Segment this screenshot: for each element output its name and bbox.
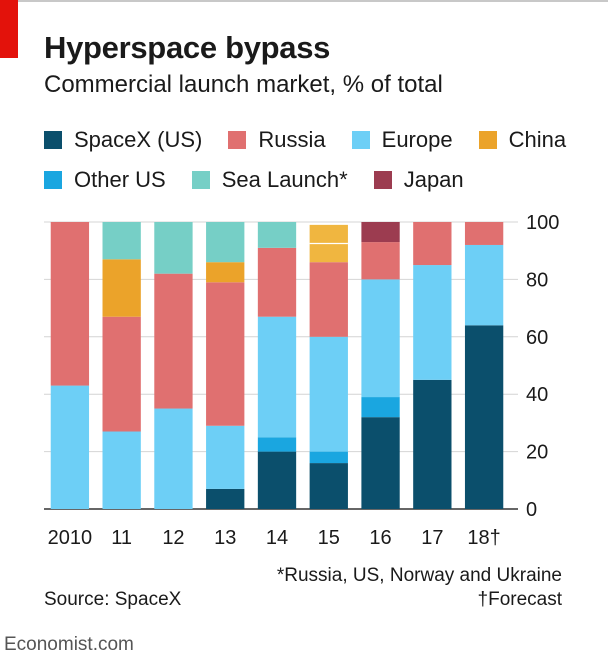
chart-subtitle: Commercial launch market, % of total [44, 71, 443, 98]
top-rule [0, 0, 608, 2]
legend-item-spacex: SpaceX (US) [44, 127, 202, 153]
x-tick-label: 11 [111, 527, 132, 549]
legend-label-europe: Europe [381, 127, 453, 152]
y-tick-label: 60 [526, 327, 548, 349]
legend-item-russia: Russia [228, 127, 326, 153]
bar-segment-russia-18 [464, 222, 504, 245]
bar-segment-russia-17 [413, 222, 452, 266]
bar-segment-europe-14 [257, 316, 297, 438]
legend-label-japan: Japan [403, 167, 464, 192]
legend-swatch-europe [351, 131, 370, 149]
y-tick-label: 20 [526, 442, 548, 464]
bar-segment-other-us-16 [361, 397, 400, 418]
bar-segment-japan-16 [361, 222, 400, 243]
x-tick-label: 13 [214, 527, 236, 549]
x-tick-label: 18† [467, 527, 500, 549]
x-tick-label: 15 [318, 527, 340, 549]
bar-segment-russia-13 [206, 282, 245, 426]
bar-segment-spacex-us-15 [309, 463, 348, 509]
legend-row: SpaceX (US) Russia Europe China [44, 120, 604, 160]
x-tick-label: 12 [162, 527, 184, 549]
bar-segment-europe-12 [154, 408, 193, 509]
legend-swatch-russia [228, 131, 247, 149]
bar-segment-other-us-15 [309, 451, 348, 464]
bar-segment-europe-18 [464, 244, 504, 326]
bar-segment-russia-12 [154, 273, 193, 409]
bar-segment-spacex-us-14 [257, 451, 297, 509]
bar-segment-sea-launch-14 [257, 222, 297, 248]
bar-segment-spacex-us-17 [413, 379, 452, 509]
bar-segment-europe-17 [413, 265, 452, 380]
legend-item-sea-launch: Sea Launch* [191, 167, 348, 193]
brand-wordmark: Economist.com [4, 634, 134, 655]
legend-swatch-china [478, 131, 497, 149]
x-tick-label: 14 [266, 527, 288, 549]
bar-segment-russia-14 [257, 247, 297, 317]
legend-swatch-other-us [44, 171, 62, 189]
legend-label-spacex: SpaceX (US) [74, 127, 203, 152]
legend-label-china: China [508, 127, 567, 152]
chart-title: Hyperspace bypass [44, 30, 331, 65]
footnote-sea-launch: *Russia, US, Norway and Ukraine [276, 565, 562, 586]
bar-segment-sea-launch-12 [154, 222, 193, 274]
bar-segment-other-us-14 [257, 437, 297, 452]
bar-segment-russia-2010 [50, 222, 90, 386]
bar-segment-europe-15 [309, 336, 348, 452]
y-tick-label: 100 [526, 212, 559, 234]
bar-segment-china-11 [102, 259, 141, 317]
legend-item-other-us: Other US [44, 167, 166, 193]
bar-segment-europe-2010 [50, 385, 90, 509]
bar-segment-sea-launch-13 [206, 222, 245, 263]
y-tick-label: 0 [526, 499, 537, 521]
x-tick-label: 17 [421, 527, 443, 549]
bar-segment-spacex-us-16 [361, 417, 400, 509]
source-note: Source: SpaceX [44, 589, 182, 610]
legend-item-china: China [478, 127, 567, 153]
y-tick-label: 80 [526, 269, 548, 291]
x-tick-label: 16 [369, 527, 391, 549]
footnote-forecast: †Forecast [477, 589, 562, 610]
legend-item-japan: Japan [373, 167, 464, 193]
bar-segment-russia-11 [102, 316, 141, 432]
legend-swatch-japan [373, 171, 392, 189]
bar-segment-spacex-us-13 [206, 488, 245, 509]
legend: SpaceX (US) Russia Europe China Other US… [44, 120, 604, 200]
y-tick-label: 40 [526, 384, 548, 406]
legend-row: Other US Sea Launch* Japan [44, 160, 604, 200]
legend-label-other-us: Other US [74, 167, 166, 192]
bar-segment-europe-13 [206, 425, 245, 489]
bar-segment-russia-15 [309, 262, 348, 337]
legend-label-sea-launch: Sea Launch* [221, 167, 348, 192]
legend-swatch-spacex [44, 131, 62, 149]
bar-segment-russia-16 [361, 242, 400, 280]
brand-tag [0, 0, 18, 58]
bar-segment-europe-16 [361, 279, 400, 398]
legend-label-russia: Russia [258, 127, 326, 152]
bar-segment-europe-11 [102, 431, 141, 509]
stacked-bar-chart: 0 20 40 60 80 100 2010 11 12 13 14 15 16 17 18† [44, 212, 559, 549]
legend-item-europe: Europe [351, 127, 453, 153]
bar-segment-sea-launch-11 [102, 222, 141, 260]
bar-segment-spacex-us-18 [464, 325, 504, 509]
x-tick-label: 2010 [48, 527, 93, 549]
legend-swatch-sea-launch [191, 171, 210, 189]
bar-segment-china-13 [206, 262, 245, 283]
